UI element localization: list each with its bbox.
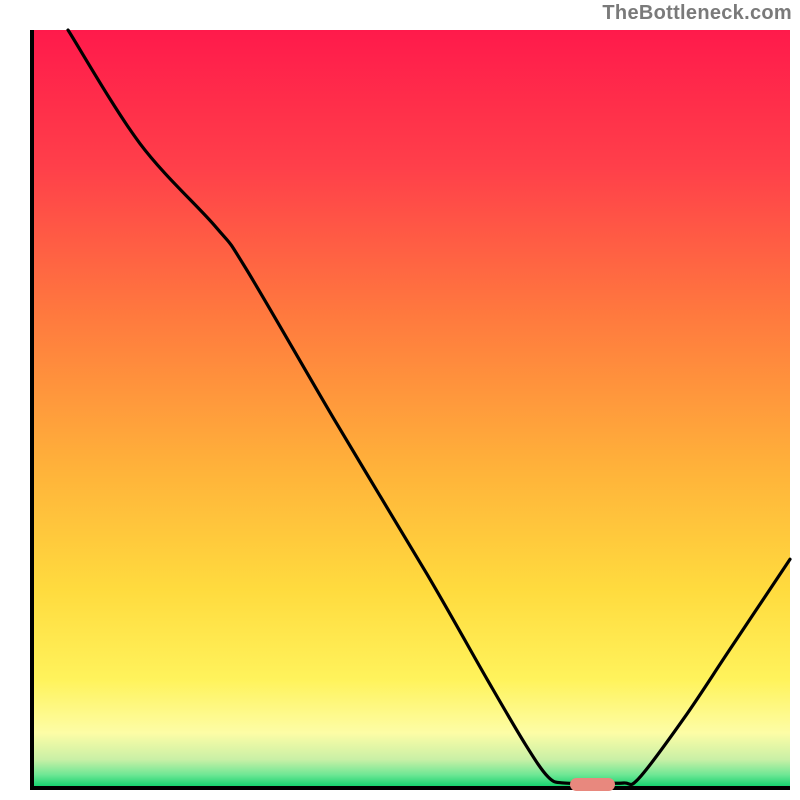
bottleneck-curve (34, 30, 790, 786)
plot-area (30, 30, 790, 790)
optimum-marker (570, 778, 616, 791)
chart-frame: TheBottleneck.com (0, 0, 800, 800)
attribution-label: TheBottleneck.com (602, 2, 792, 25)
